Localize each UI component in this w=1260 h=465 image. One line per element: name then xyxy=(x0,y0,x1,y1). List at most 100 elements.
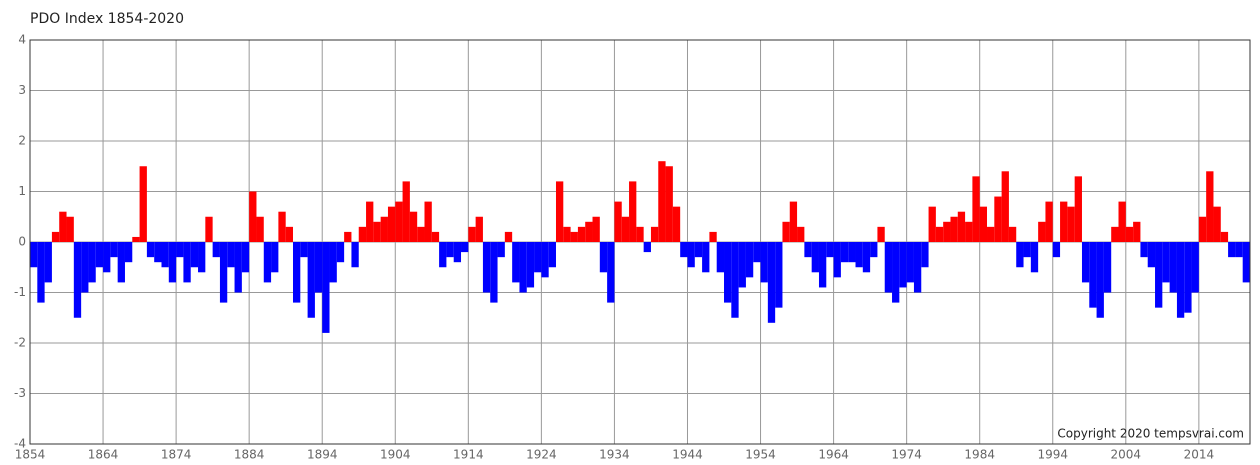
bar xyxy=(855,242,863,268)
bar xyxy=(344,231,352,242)
x-tick-label: 1954 xyxy=(745,448,776,462)
bar xyxy=(482,242,491,293)
bar xyxy=(183,242,191,283)
bar xyxy=(899,242,907,288)
bar xyxy=(534,242,542,273)
bar xyxy=(621,216,630,242)
x-tick-label: 1904 xyxy=(380,448,411,462)
bar xyxy=(59,211,67,242)
bar xyxy=(512,242,520,283)
bar xyxy=(1111,226,1119,242)
bar xyxy=(957,211,966,242)
x-tick-label: 1864 xyxy=(88,448,119,462)
bar xyxy=(1016,242,1024,268)
bar xyxy=(329,242,337,283)
bar xyxy=(1228,242,1236,258)
bar xyxy=(66,216,74,242)
bar xyxy=(1133,221,1141,242)
bar xyxy=(263,242,272,283)
bar xyxy=(271,242,279,273)
bar xyxy=(1147,242,1156,268)
bar xyxy=(818,242,827,288)
bar xyxy=(650,226,659,242)
bar xyxy=(176,242,184,258)
bar xyxy=(840,242,849,263)
bar xyxy=(884,242,893,293)
bar xyxy=(1242,242,1250,283)
bar xyxy=(1096,242,1104,318)
bar xyxy=(892,242,900,303)
bar xyxy=(146,242,155,258)
y-tick-label: 0 xyxy=(18,235,26,249)
bar xyxy=(73,242,82,318)
bar xyxy=(826,242,834,258)
bar xyxy=(745,242,754,278)
bar xyxy=(351,242,359,268)
bar xyxy=(1184,242,1192,313)
bar xyxy=(190,242,199,268)
bar xyxy=(504,231,513,242)
x-tick-label: 2014 xyxy=(1184,448,1215,462)
bar xyxy=(972,176,980,242)
bar xyxy=(1191,242,1199,293)
bar xyxy=(161,242,169,268)
plot-border xyxy=(29,39,1251,445)
bar xyxy=(629,181,637,242)
bar xyxy=(497,242,505,258)
bar xyxy=(431,231,440,242)
x-tick-label: 1884 xyxy=(234,448,265,462)
bar xyxy=(417,226,425,242)
bar xyxy=(921,242,929,268)
bar xyxy=(154,242,162,263)
bar xyxy=(1206,171,1214,242)
bar xyxy=(943,221,951,242)
bar xyxy=(775,242,783,308)
x-tick-label: 1974 xyxy=(891,448,922,462)
bar xyxy=(782,221,790,242)
bar xyxy=(249,191,257,242)
bar xyxy=(1169,242,1177,293)
bar xyxy=(336,242,345,263)
bar xyxy=(906,242,914,283)
bar xyxy=(234,242,242,293)
bar xyxy=(1030,242,1039,273)
chart-title: PDO Index 1854-2020 xyxy=(30,11,184,27)
annotation: Copyright 2020 tempsvrai.com xyxy=(1057,427,1244,441)
bar xyxy=(468,226,476,242)
bar xyxy=(789,201,798,242)
bar xyxy=(1038,221,1046,242)
bar xyxy=(811,242,819,273)
bar xyxy=(212,242,220,258)
bar xyxy=(848,242,856,263)
bar xyxy=(913,242,922,293)
bar xyxy=(877,226,885,242)
bar xyxy=(950,216,958,242)
bar xyxy=(548,242,556,268)
bar xyxy=(314,242,323,293)
x-tick-label: 1894 xyxy=(307,448,338,462)
bar xyxy=(658,161,666,242)
bar xyxy=(680,242,688,258)
bar xyxy=(205,216,213,242)
bar xyxy=(409,211,418,242)
bar xyxy=(439,242,447,268)
bar xyxy=(614,201,622,242)
bar xyxy=(307,242,315,318)
y-tick-label: -4 xyxy=(14,437,26,451)
y-tick-label: -1 xyxy=(14,285,26,299)
bar xyxy=(110,242,118,258)
bar xyxy=(636,226,644,242)
bar xyxy=(724,242,732,303)
bar xyxy=(1125,226,1134,242)
bar xyxy=(716,242,725,273)
bar xyxy=(424,201,432,242)
y-tick-label: 2 xyxy=(18,134,26,148)
bar xyxy=(446,242,454,258)
bar xyxy=(731,242,739,318)
bar xyxy=(607,242,615,303)
bar xyxy=(285,226,293,242)
bar xyxy=(30,242,38,268)
bar xyxy=(402,181,410,242)
bar xyxy=(702,242,710,273)
